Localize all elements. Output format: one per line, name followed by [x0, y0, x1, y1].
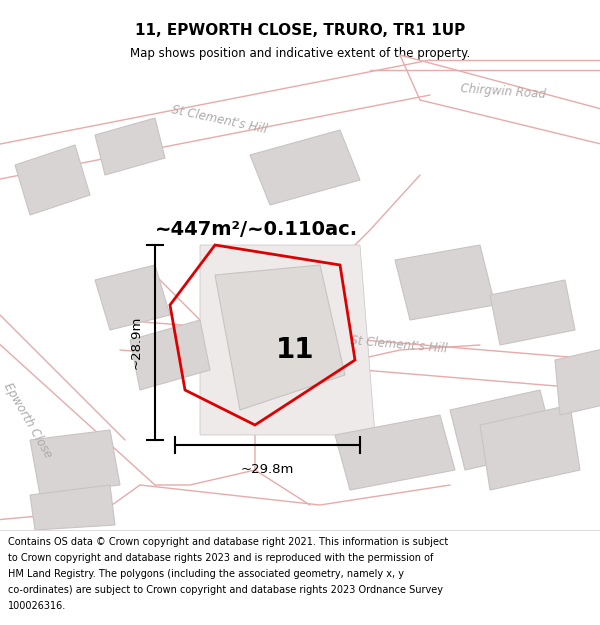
Text: co-ordinates) are subject to Crown copyright and database rights 2023 Ordnance S: co-ordinates) are subject to Crown copyr…: [8, 585, 443, 595]
Text: ~28.9m: ~28.9m: [130, 316, 143, 369]
Polygon shape: [30, 430, 120, 495]
Text: Contains OS data © Crown copyright and database right 2021. This information is : Contains OS data © Crown copyright and d…: [8, 537, 448, 547]
Polygon shape: [95, 265, 170, 330]
Polygon shape: [450, 390, 555, 470]
Polygon shape: [200, 245, 375, 435]
Polygon shape: [250, 130, 360, 205]
Polygon shape: [95, 118, 165, 175]
Polygon shape: [480, 405, 580, 490]
Text: Epworth Close: Epworth Close: [1, 380, 55, 460]
Text: to Crown copyright and database rights 2023 and is reproduced with the permissio: to Crown copyright and database rights 2…: [8, 553, 433, 563]
Polygon shape: [130, 320, 210, 390]
Text: ~29.8m: ~29.8m: [241, 463, 294, 476]
Polygon shape: [395, 245, 495, 320]
Text: ~447m²/~0.110ac.: ~447m²/~0.110ac.: [155, 220, 358, 239]
Polygon shape: [15, 145, 90, 215]
Text: HM Land Registry. The polygons (including the associated geometry, namely x, y: HM Land Registry. The polygons (includin…: [8, 569, 404, 579]
Text: St Clement's Hill: St Clement's Hill: [350, 334, 448, 356]
Text: St Clement's Hill: St Clement's Hill: [170, 104, 268, 136]
Text: Chirgwin Road: Chirgwin Road: [460, 82, 547, 101]
Text: Map shows position and indicative extent of the property.: Map shows position and indicative extent…: [130, 47, 470, 60]
Polygon shape: [215, 265, 345, 410]
Text: 11: 11: [276, 336, 314, 364]
Polygon shape: [490, 280, 575, 345]
Text: 11, EPWORTH CLOSE, TRURO, TR1 1UP: 11, EPWORTH CLOSE, TRURO, TR1 1UP: [135, 23, 465, 38]
Text: 100026316.: 100026316.: [8, 601, 66, 611]
Polygon shape: [335, 415, 455, 490]
Polygon shape: [30, 485, 115, 530]
Polygon shape: [555, 345, 600, 415]
